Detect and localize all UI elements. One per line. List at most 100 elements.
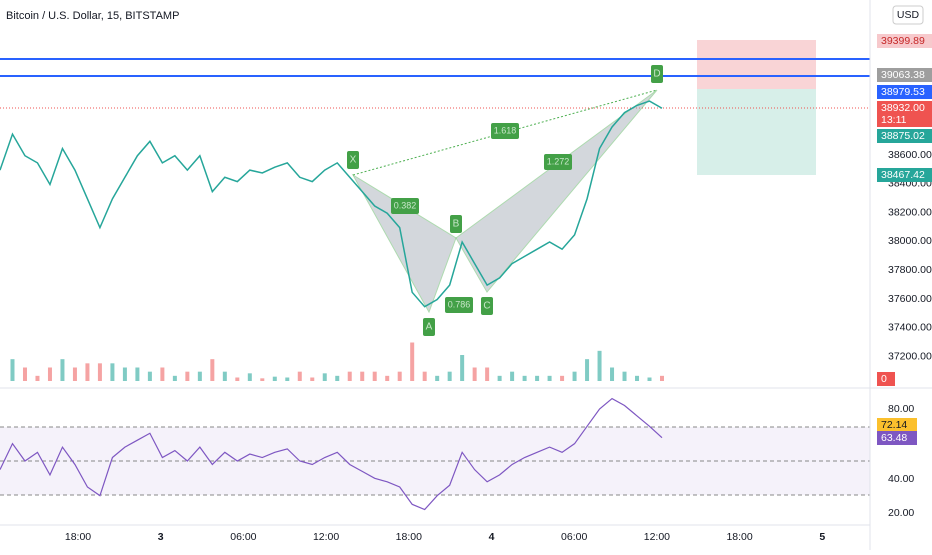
volume-bar [47,367,52,381]
price-axis-label: 37400.00 [888,322,932,334]
stop-zone [697,40,816,89]
price-tag-label: 38979.53 [881,86,925,98]
ratio-label: 0.382 [394,200,417,210]
volume-bar [135,367,140,381]
volume-bar [635,375,640,381]
volume-bar [85,363,90,381]
price-tag [877,129,932,143]
ratio-badge [445,297,473,313]
price-tag-label: 13:11 [881,114,907,126]
volume-bar [660,375,664,381]
volume-bar [160,367,165,381]
volume-bar [297,371,302,381]
price-tag [877,85,932,99]
price-axis-label: 37200.00 [888,350,932,362]
point-badge [347,151,359,169]
price-axis-label: 37800.00 [888,264,932,276]
price-tag-label: 0 [881,373,887,385]
volume-bar [435,375,440,381]
price-axis-label: 38000.00 [888,235,932,247]
rsi-axis-label: 20.00 [888,507,914,519]
volume-bar [597,350,602,381]
point-badge [481,297,493,315]
volume-bar [447,371,452,381]
volume-bar [122,367,127,381]
ratio-badge [491,123,519,139]
point-label: A [426,322,433,333]
volume-bar [347,371,352,381]
time-axis-label: 18:00 [396,531,422,543]
volume-bar [360,371,365,381]
symbol-title: Bitcoin / U.S. Dollar, 15, BITSTAMP [6,10,179,22]
ratio-badge [544,154,572,170]
currency[interactable]: USD [897,9,920,21]
volume-bar [397,371,402,381]
rsi-tag-label: 72.14 [881,419,907,431]
time-axis-label: 12:00 [644,531,670,543]
ratio-badge [391,198,419,214]
volume-bar [497,375,502,381]
volume-bar [172,375,177,381]
target-zone [697,89,816,175]
time-axis-label: 5 [819,531,825,543]
volume-bar [10,359,15,381]
point-badge [423,318,435,336]
rsi-axis-label: 80.00 [888,403,914,415]
time-axis-label: 06:00 [230,531,256,543]
volume-bar [260,378,265,381]
volume-bar [485,367,490,381]
volume-bar [422,371,427,381]
ratio-label: 1.272 [547,156,570,166]
volume-bar [535,375,540,381]
volume-bar [147,371,152,381]
time-axis-label: 12:00 [313,531,339,543]
volume-bar [647,377,652,381]
volume-bar [247,373,252,381]
volume-bar [410,342,415,381]
volume-bar [197,371,202,381]
volume-bar [510,371,515,381]
volume-bar [472,367,477,381]
price-tag [877,372,895,386]
price-tag [877,68,932,82]
time-axis-label: 4 [489,531,495,543]
price-tag [877,113,932,127]
price-axis-label: 37600.00 [888,293,932,305]
volume-bar [272,376,277,381]
price-tag-label: 39399.89 [881,35,925,47]
price-line [0,100,663,308]
volume-bar [285,377,290,381]
volume-bar [622,371,627,381]
time-axis-label: 18:00 [726,531,752,543]
volume-bar [310,377,315,381]
volume-bar [372,371,377,381]
point-label: B [453,219,460,230]
volume-bar [522,375,527,381]
rsi-line [0,397,663,511]
time-axis-label: 3 [158,531,164,543]
volume-bar [572,371,577,381]
ratio-label: 0.786 [448,299,471,309]
volume-bar [22,367,27,381]
price-tag-label: 39063.38 [881,69,925,81]
rsi-tag-label: 63.48 [881,432,907,444]
price-tag [877,168,932,182]
time-axis-label: 18:00 [65,531,91,543]
volume-bar [235,377,240,381]
volume-bar [110,363,115,381]
volume-bar [222,371,227,381]
volume-bar [72,367,77,381]
volume-bar [60,359,65,381]
price-tag [877,34,932,48]
price-tag [877,101,932,114]
volume-bar [385,375,390,381]
price-tag-label: 38875.02 [881,130,925,142]
price-axis-label: 38200.00 [888,206,932,218]
point-badge [450,215,462,233]
price-axis-label: 38600.00 [888,149,932,161]
currency-button[interactable] [892,5,924,25]
point-label: D [653,69,660,80]
time-axis-label: 06:00 [561,531,587,543]
volume-bar [210,359,215,381]
